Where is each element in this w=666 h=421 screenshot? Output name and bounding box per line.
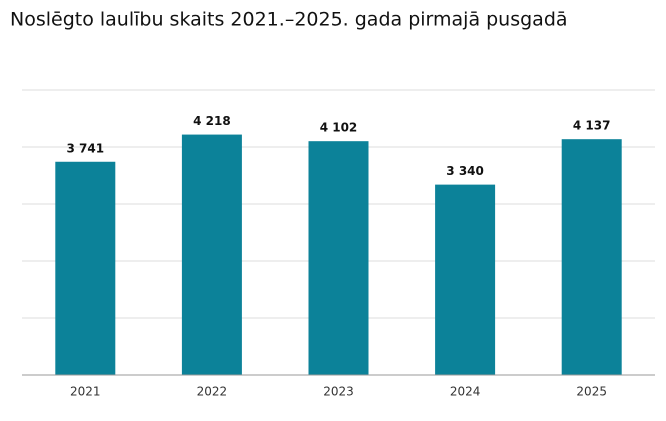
bar <box>181 134 242 375</box>
value-label: 3 340 <box>446 164 484 178</box>
bar <box>435 184 496 375</box>
x-tick-label: 2023 <box>323 385 354 399</box>
bar <box>308 141 369 375</box>
bar <box>55 161 116 375</box>
x-tick-label: 2022 <box>197 385 228 399</box>
bar <box>561 139 622 375</box>
value-label: 3 741 <box>67 141 105 155</box>
value-label: 4 102 <box>320 121 358 135</box>
x-tick-label: 2021 <box>70 385 101 399</box>
x-tick-label: 2024 <box>450 385 481 399</box>
value-label: 4 218 <box>193 114 231 128</box>
x-tick-label: 2025 <box>576 385 607 399</box>
chart-title: Noslēgto laulību skaits 2021.–2025. gada… <box>10 9 568 31</box>
value-label: 4 137 <box>573 119 611 133</box>
